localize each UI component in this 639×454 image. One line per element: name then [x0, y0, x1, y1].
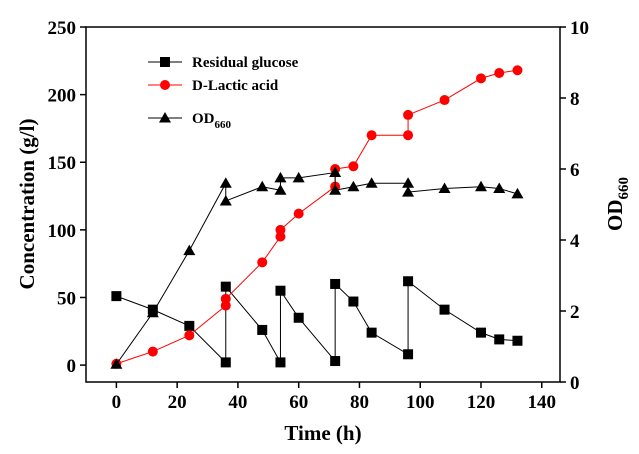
marker	[403, 349, 414, 360]
marker	[348, 161, 359, 172]
y2-tick-label: 8	[570, 89, 580, 110]
series-line	[116, 280, 518, 365]
marker	[330, 278, 341, 289]
marker	[111, 291, 122, 302]
legend-label: Residual glucose	[192, 55, 299, 71]
marker	[220, 281, 231, 292]
plot-frame	[85, 26, 561, 383]
y-tick-label: 50	[57, 288, 76, 309]
marker	[293, 208, 304, 219]
marker	[275, 357, 286, 368]
y-tick-label: 150	[48, 153, 77, 174]
x-tick-label: 20	[168, 392, 187, 413]
marker	[476, 327, 486, 338]
marker	[292, 171, 305, 183]
x-axis-label: Time (h)	[284, 421, 361, 445]
marker	[494, 334, 505, 345]
marker	[439, 95, 450, 106]
x-tick-label: 80	[350, 392, 369, 413]
marker	[183, 244, 196, 256]
marker	[257, 324, 268, 335]
series-line	[115, 171, 518, 365]
y2-axis-label: OD660	[603, 177, 632, 231]
marker	[439, 304, 450, 315]
marker	[159, 112, 171, 123]
x-tick-label: 0	[112, 392, 122, 413]
y2-tick-label: 6	[570, 160, 580, 181]
marker	[366, 327, 377, 338]
marker	[494, 67, 505, 78]
marker	[438, 182, 451, 194]
marker	[110, 358, 123, 369]
y2-label-main: OD	[603, 200, 627, 232]
marker	[219, 177, 232, 188]
marker	[365, 177, 378, 188]
marker	[256, 180, 269, 192]
marker	[275, 285, 286, 296]
marker	[257, 257, 268, 268]
y2-tick-label: 2	[570, 302, 580, 323]
marker	[329, 166, 342, 178]
marker	[403, 130, 414, 141]
legend-name: OD	[192, 111, 215, 127]
marker	[512, 335, 523, 346]
x-tick-label: 40	[228, 392, 247, 413]
y2-label-sub: 660	[616, 177, 632, 200]
marker	[147, 346, 158, 357]
y-tick-label: 250	[48, 18, 77, 39]
marker	[220, 293, 231, 304]
y2-tick-label: 4	[570, 231, 580, 252]
marker	[184, 320, 195, 331]
x-tick-label: 100	[406, 392, 435, 413]
marker	[220, 357, 231, 368]
marker	[184, 330, 195, 341]
marker	[146, 306, 159, 318]
marker	[330, 356, 341, 367]
marker	[493, 182, 506, 194]
x-tick-label: 120	[467, 392, 496, 413]
marker	[403, 276, 414, 287]
marker	[511, 187, 524, 199]
marker	[329, 184, 342, 195]
marker	[160, 80, 170, 90]
marker	[274, 184, 287, 195]
legend-label: OD660	[192, 111, 232, 131]
x-tick-label: 60	[289, 392, 308, 413]
y-tick-label: 0	[67, 356, 77, 377]
legend-name: Residual glucose	[192, 55, 299, 71]
y2-tick-label: 0	[570, 373, 580, 394]
marker	[475, 180, 487, 192]
legend-subscript: 660	[215, 119, 232, 131]
legend-label: D-Lactic acid	[192, 78, 279, 94]
marker	[293, 312, 304, 323]
marker	[348, 296, 359, 307]
marker	[274, 171, 287, 183]
marker	[476, 73, 486, 84]
y-axis-label: Concentration (g/l)	[15, 119, 39, 290]
y-tick-label: 100	[48, 221, 77, 242]
y-tick-label: 200	[48, 86, 77, 107]
marker	[219, 194, 232, 206]
marker	[275, 224, 286, 235]
marker	[160, 57, 170, 67]
marker	[366, 130, 377, 141]
marker	[402, 177, 415, 188]
y2-tick-label: 10	[570, 18, 589, 39]
marker	[347, 180, 360, 192]
marker	[403, 109, 414, 120]
marker	[402, 186, 415, 197]
marker	[512, 65, 523, 76]
legend-name: D-Lactic acid	[192, 78, 279, 94]
x-tick-label: 140	[528, 392, 557, 413]
